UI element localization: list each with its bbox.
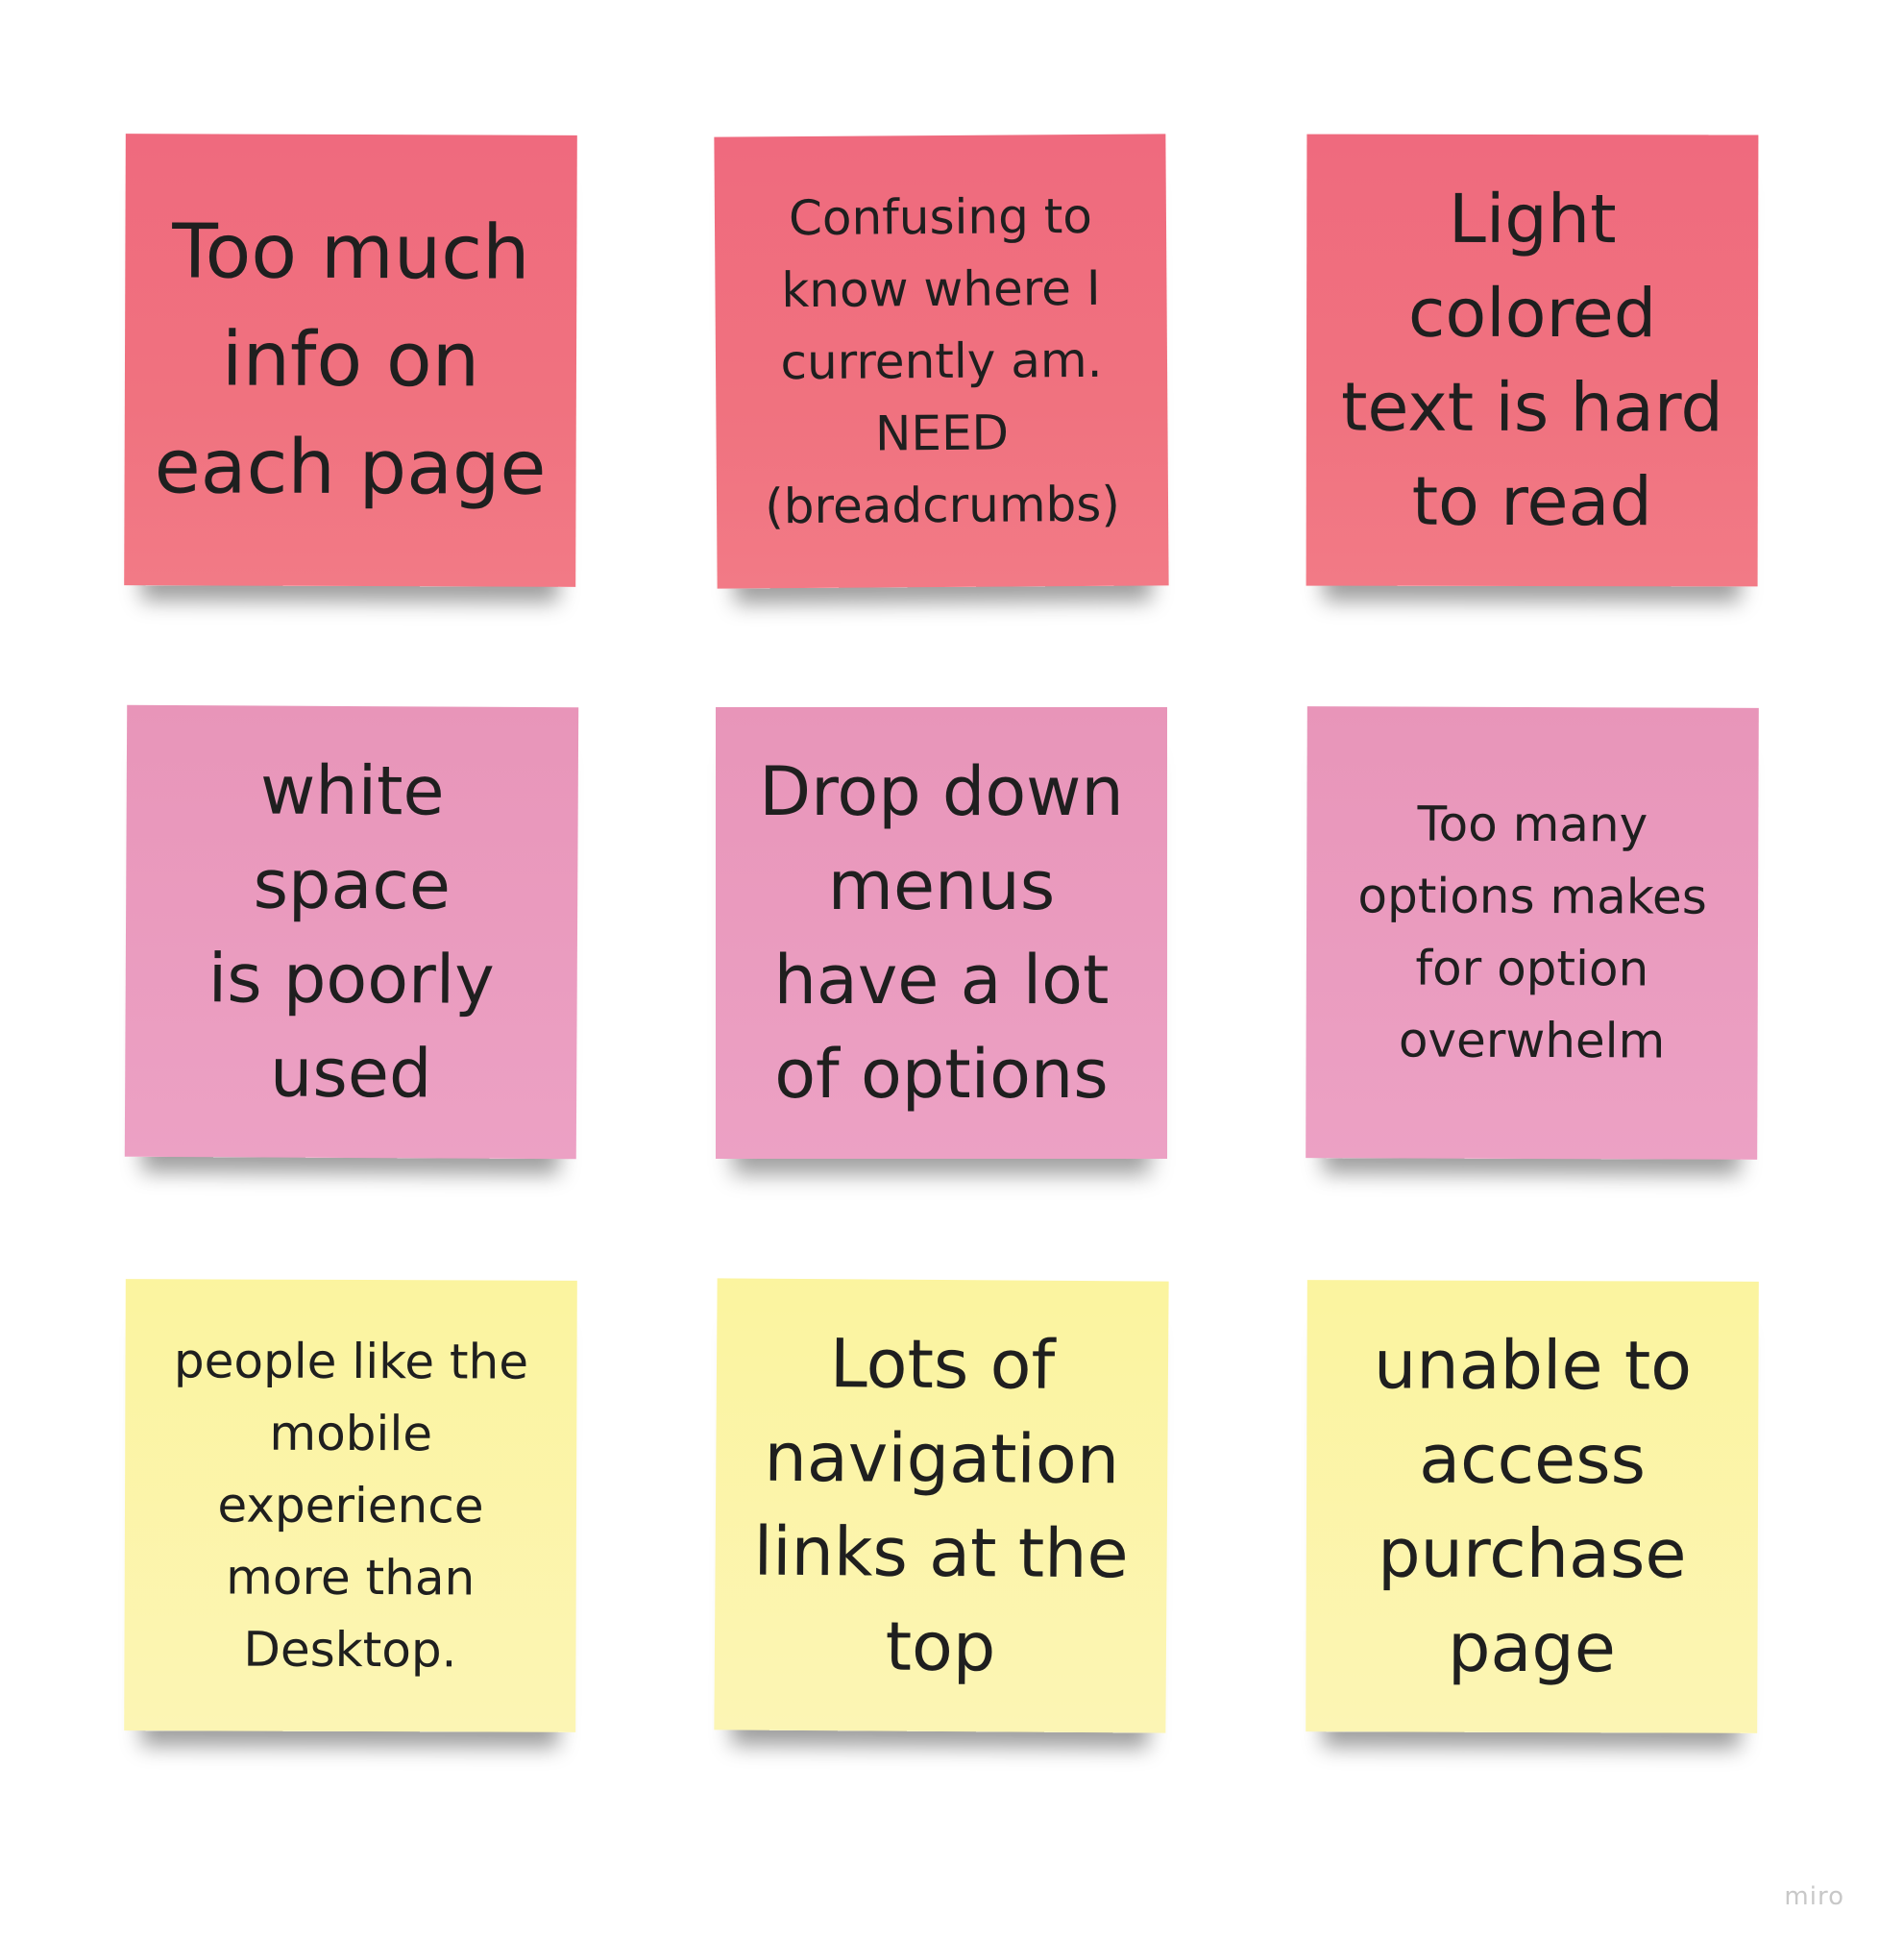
sticky-note-text: Light colored text is hard to read [1340,179,1723,542]
sticky-note-text: Confusing to know where I currently am. … [765,187,1121,534]
sticky-note-text: unable to access purchase page [1373,1325,1693,1688]
sticky-note-text: Too much info on each page [154,209,547,512]
sticky-note[interactable]: people like the mobile experience more t… [124,1279,577,1732]
sticky-note[interactable]: Light colored text is hard to read [1306,134,1759,587]
sticky-note-text: Drop down menus have a lot of options [759,752,1124,1114]
sticky-note[interactable]: Confusing to know where I currently am. … [714,134,1169,589]
sticky-note-text: Too many options makes for option overwh… [1357,796,1707,1069]
miro-logo: miro [1784,1882,1844,1911]
sticky-note-text: Lots of navigation links at the top [753,1324,1129,1687]
sticky-note-text: white space is poorly used [207,750,495,1114]
sticky-note[interactable]: white space is poorly used [124,704,579,1160]
sticky-note[interactable]: Lots of navigation links at the top [714,1278,1169,1733]
sticky-note[interactable]: Drop down menus have a lot of options [716,707,1167,1159]
sticky-note[interactable]: Too many options makes for option overwh… [1306,706,1759,1160]
sticky-note[interactable]: unable to access purchase page [1306,1280,1759,1733]
sticky-note[interactable]: Too much info on each page [124,134,577,587]
sticky-note-text: people like the mobile experience more t… [173,1332,529,1678]
